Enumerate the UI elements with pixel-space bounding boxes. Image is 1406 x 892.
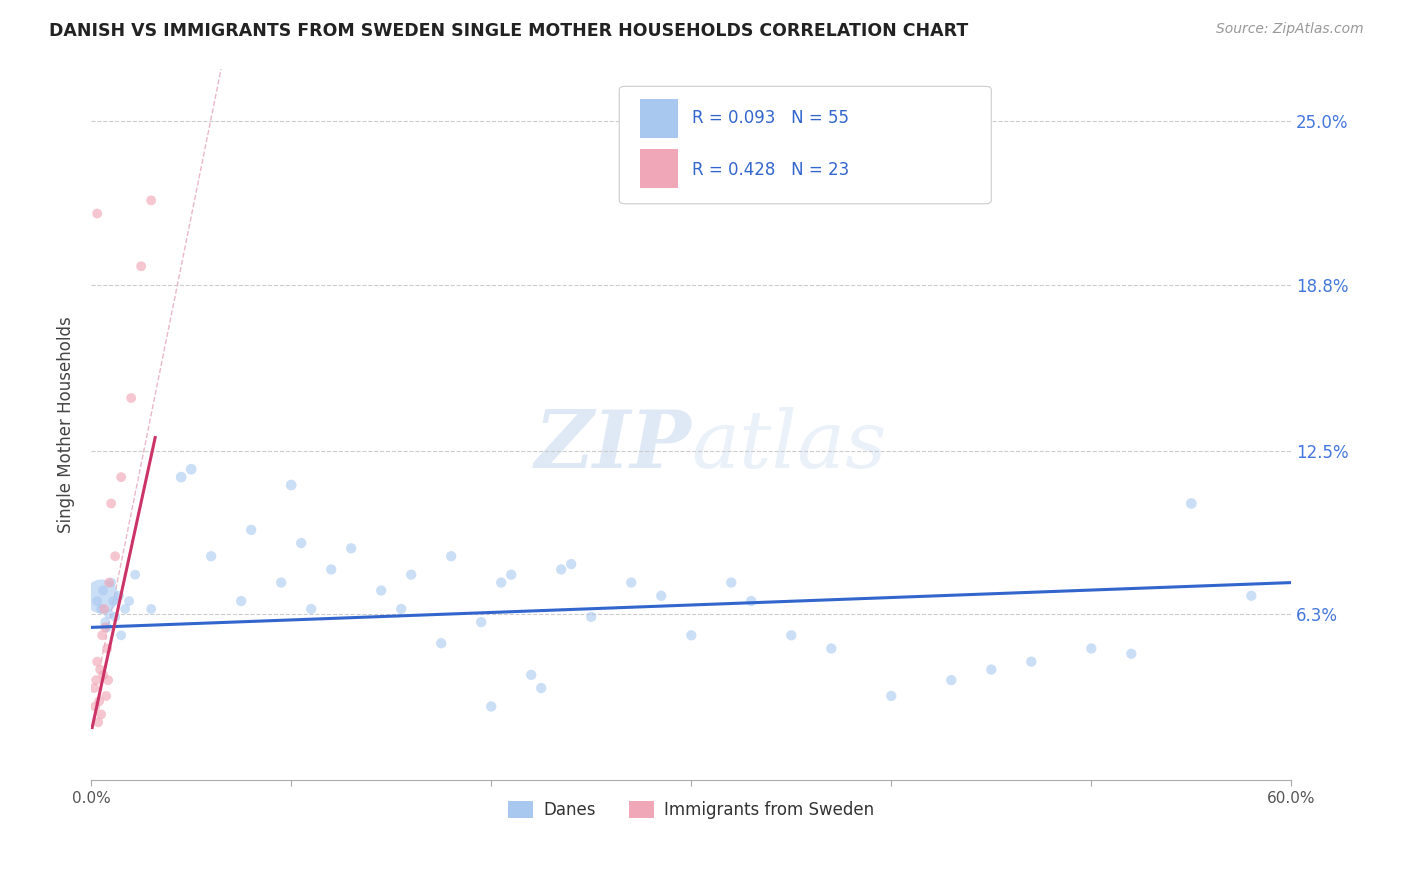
Point (110, 628, 132, 642)
Y-axis label: Single Mother Households: Single Mother Households (58, 316, 75, 533)
Point (96, 689, 118, 703)
Point (170, 470, 193, 484)
Legend: Danes, Immigrants from Sweden: Danes, Immigrants from Sweden (502, 794, 882, 825)
Point (180, 462, 202, 476)
Point (86, 655, 108, 669)
FancyBboxPatch shape (640, 99, 678, 138)
Point (83, 681, 105, 695)
Point (520, 668, 543, 682)
Point (470, 615, 492, 629)
FancyBboxPatch shape (619, 87, 991, 203)
Point (91, 628, 114, 642)
Point (270, 575, 292, 590)
Point (681, 628, 703, 642)
Point (370, 583, 392, 598)
Point (90, 602, 112, 616)
Point (1180, 496, 1202, 510)
Point (650, 589, 672, 603)
Point (530, 681, 553, 695)
Point (86, 594, 108, 608)
Point (104, 549, 127, 564)
Text: Source: ZipAtlas.com: Source: ZipAtlas.com (1216, 22, 1364, 37)
Point (581, 610, 603, 624)
Text: atlas: atlas (692, 407, 887, 484)
Point (89, 663, 111, 677)
Point (440, 549, 463, 564)
Point (231, 594, 253, 608)
Point (501, 567, 523, 582)
Point (129, 259, 152, 273)
Point (104, 610, 127, 624)
Point (880, 689, 903, 703)
Point (86, 206, 108, 220)
Point (84, 673, 107, 687)
Point (118, 594, 141, 608)
Point (240, 523, 263, 537)
Point (780, 628, 803, 642)
FancyBboxPatch shape (640, 149, 678, 188)
Point (1019, 655, 1042, 669)
Point (1080, 641, 1102, 656)
Point (430, 636, 453, 650)
Point (980, 663, 1002, 677)
Point (90, 707, 112, 722)
Point (620, 575, 643, 590)
Text: R = 0.428   N = 23: R = 0.428 N = 23 (692, 161, 849, 178)
Point (720, 575, 742, 590)
Text: DANISH VS IMMIGRANTS FROM SWEDEN SINGLE MOTHER HOUSEHOLDS CORRELATION CHART: DANISH VS IMMIGRANTS FROM SWEDEN SINGLE … (49, 22, 969, 40)
Text: R = 0.093   N = 55: R = 0.093 N = 55 (692, 110, 849, 128)
Point (108, 589, 131, 603)
Point (87, 715, 110, 730)
Text: ZIP: ZIP (534, 407, 692, 484)
Point (399, 567, 422, 582)
Point (389, 602, 412, 616)
Point (101, 594, 124, 608)
Point (560, 557, 582, 571)
Point (97, 673, 120, 687)
Point (94, 620, 117, 634)
Point (91, 583, 114, 598)
Point (740, 594, 762, 608)
Point (90, 589, 112, 603)
Point (84, 699, 107, 714)
Point (96, 641, 118, 656)
Point (141, 602, 163, 616)
Point (94, 615, 117, 629)
Point (321, 562, 343, 576)
Point (96, 620, 118, 634)
Point (89, 694, 111, 708)
Point (141, 194, 163, 208)
Point (98, 607, 121, 622)
Point (280, 478, 302, 492)
Point (299, 602, 322, 616)
Point (98, 575, 121, 590)
Point (820, 641, 842, 656)
Point (124, 567, 146, 582)
Point (340, 541, 363, 556)
Point (479, 699, 502, 714)
Point (550, 562, 572, 576)
Point (290, 536, 312, 550)
Point (91, 668, 114, 682)
Point (200, 549, 222, 564)
Point (93, 602, 115, 616)
Point (120, 391, 142, 405)
Point (100, 575, 122, 590)
Point (114, 602, 136, 616)
Point (941, 673, 963, 687)
Point (489, 575, 512, 590)
Point (100, 496, 122, 510)
Point (1121, 647, 1143, 661)
Point (1240, 589, 1263, 603)
Point (110, 470, 132, 484)
